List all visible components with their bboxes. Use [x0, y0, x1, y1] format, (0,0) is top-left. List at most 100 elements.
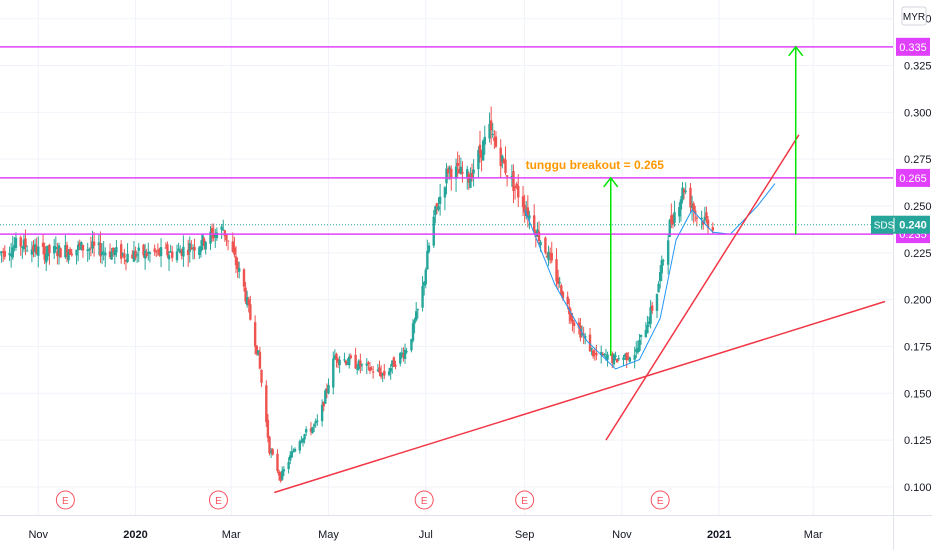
candle-up: [365, 363, 368, 366]
candle-down: [276, 453, 279, 471]
trendlines[interactable]: [274, 134, 886, 494]
candle-up: [391, 360, 394, 367]
candle-down: [682, 189, 686, 193]
candle-up: [647, 321, 651, 325]
currency-badge[interactable]: [901, 6, 927, 26]
candle-up: [448, 167, 451, 170]
earnings-marker-label: E: [657, 496, 664, 507]
level-price-label: 0.335: [899, 42, 927, 54]
candle-up: [528, 215, 531, 219]
candle-up: [410, 338, 413, 351]
trendline[interactable]: [274, 300, 886, 494]
candle-down: [461, 172, 464, 174]
candle-down: [78, 242, 81, 246]
candle-up: [617, 358, 620, 360]
arrow-head[interactable]: [788, 45, 804, 57]
candle-down: [494, 136, 498, 147]
candle-down: [234, 256, 238, 266]
level-price-label-bg[interactable]: [896, 37, 930, 56]
earnings-marker-icon[interactable]: [515, 490, 535, 510]
earnings-marker-icon[interactable]: [208, 490, 228, 510]
candle-down: [446, 168, 450, 174]
candle-up: [348, 356, 351, 366]
candle-down: [59, 248, 62, 258]
candle-up: [580, 333, 584, 336]
candle-down: [233, 247, 236, 255]
candle-up: [673, 212, 676, 223]
candle-up: [424, 269, 427, 285]
x-tick-label: Jul: [419, 529, 433, 541]
candle-up: [623, 354, 627, 357]
y-tick-label: 0.250: [904, 201, 932, 213]
candle-down: [156, 249, 160, 251]
candle-down: [155, 251, 158, 253]
candle-up: [403, 349, 407, 359]
candle-up: [67, 251, 70, 261]
candle-up: [644, 329, 648, 338]
earnings-marker-label: E: [62, 496, 69, 507]
earnings-marker-label: E: [521, 496, 528, 507]
candle-up: [639, 334, 643, 337]
earnings-marker-icon[interactable]: [650, 490, 670, 510]
candle-up: [655, 294, 659, 311]
annotation[interactable]: tunggu breakout = 0.265: [526, 158, 665, 172]
level-price-label-bg[interactable]: [896, 168, 930, 187]
last-price-badge[interactable]: [871, 215, 930, 234]
candle-up: [132, 250, 136, 262]
candle-up: [681, 187, 684, 201]
candle-down: [705, 212, 708, 219]
candle-up: [415, 311, 418, 321]
candle-up: [411, 323, 415, 341]
candle-up: [684, 190, 687, 192]
candle-down: [480, 150, 483, 158]
horizontal-levels[interactable]: [0, 46, 893, 235]
candle-up: [477, 150, 480, 170]
candle-up: [148, 252, 152, 255]
trendline[interactable]: [605, 134, 800, 441]
candle-down: [265, 385, 268, 423]
candle-up: [445, 168, 448, 184]
annotation-text[interactable]: tunggu breakout = 0.265: [526, 158, 665, 172]
candle-down: [249, 304, 252, 320]
candle-down: [180, 249, 183, 256]
candle-down: [202, 238, 206, 246]
candle-down: [134, 250, 137, 258]
candle-up: [64, 245, 67, 258]
cup-curve-line: [524, 183, 776, 370]
time-axis[interactable]: Nov 2020 Mar May Jul Sep Nov 2021 Mar: [28, 529, 823, 541]
candle-up: [612, 354, 616, 365]
candle-up: [678, 207, 681, 217]
candle-up: [459, 166, 463, 174]
candle-up: [558, 281, 561, 283]
candle-up: [472, 169, 475, 174]
earnings-marker-icon[interactable]: [55, 490, 75, 510]
candle-down: [615, 358, 619, 363]
price-axis[interactable]: 0.100 0.125 0.150 0.175 0.200 0.225 0.250 0.275…: [0, 6, 932, 494]
level-price-label: 0.265: [899, 173, 927, 185]
target-arrows[interactable]: [603, 45, 804, 356]
candle-down: [702, 221, 705, 225]
candle-down: [651, 305, 654, 311]
candle-up: [167, 255, 171, 260]
candle-up: [45, 254, 48, 263]
candle-down: [692, 203, 695, 211]
candle-down: [502, 159, 506, 164]
candle-down: [548, 254, 552, 256]
candle-up: [469, 177, 472, 188]
candle-up: [115, 247, 118, 253]
candle-up: [389, 368, 392, 372]
candle-up: [9, 254, 13, 257]
candle-down: [41, 242, 45, 247]
y-tick-label: 0.175: [904, 341, 932, 353]
candle-down: [450, 168, 453, 179]
candle-up: [539, 241, 542, 246]
candle-up: [220, 226, 223, 230]
earnings-marker-icon[interactable]: [414, 490, 434, 510]
arrow-head[interactable]: [603, 176, 619, 188]
candle-up: [421, 285, 424, 308]
candle-up: [614, 355, 617, 357]
candle-down: [322, 402, 325, 407]
candle-up: [590, 347, 593, 350]
